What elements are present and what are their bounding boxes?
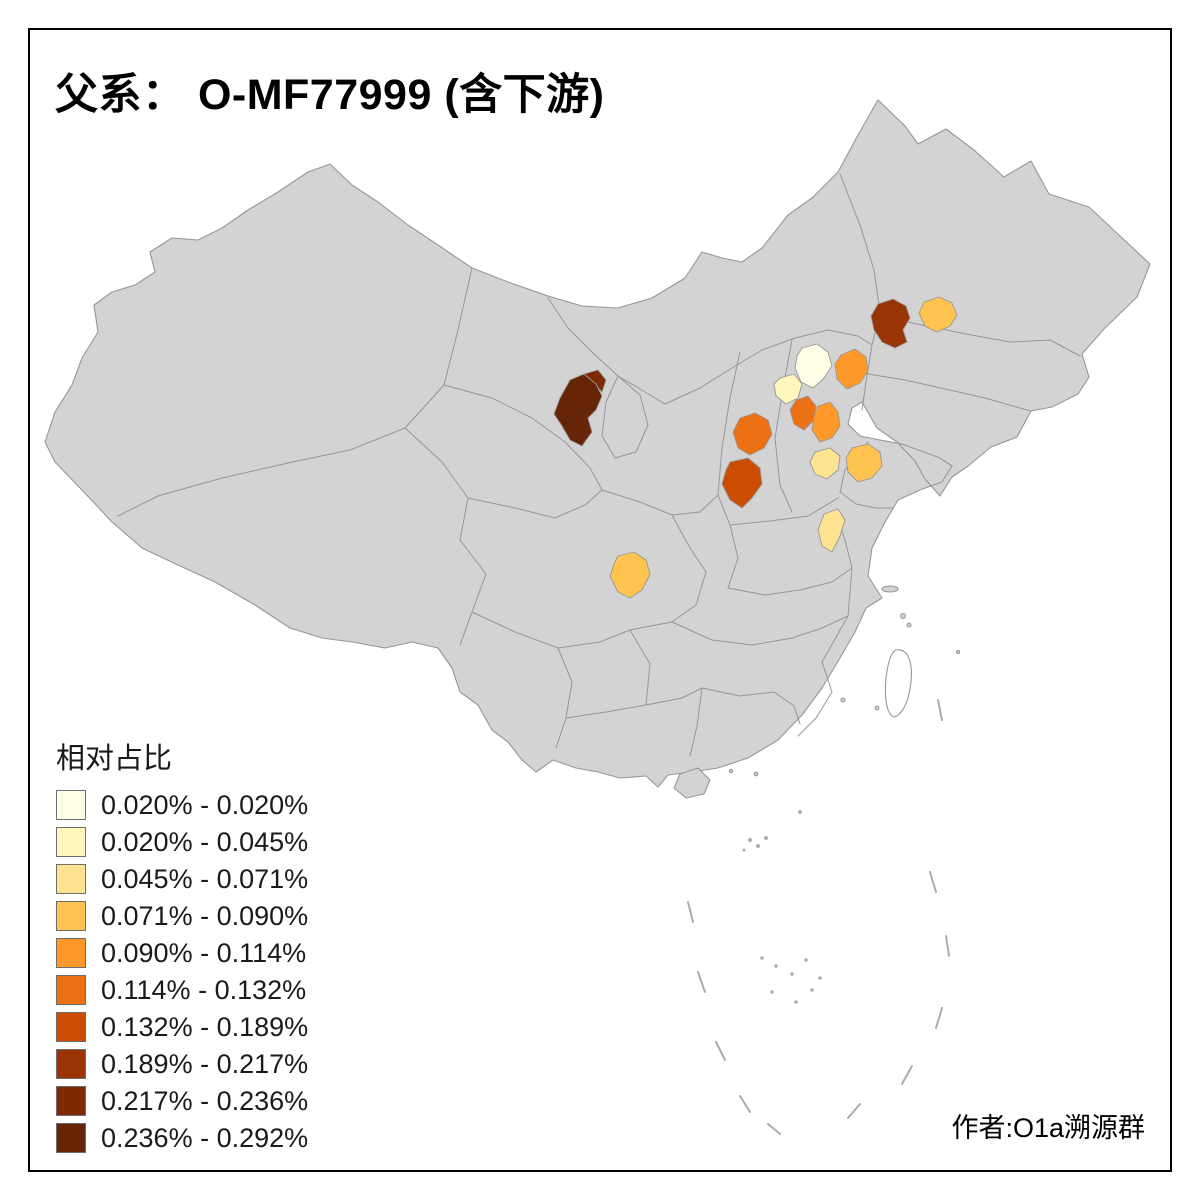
mainland-landmass [44,99,1151,788]
legend-label: 0.071% - 0.090% [101,900,309,931]
map-region-hebei-northeast [834,348,869,390]
legend-label: 0.045% - 0.071% [101,863,309,894]
sea-dash-marks [687,699,950,1135]
map-region-shanxi-central [732,412,773,456]
legend-swatch [56,938,86,968]
map-root [44,99,1151,1135]
page-title: 父系： O-MF77999 (含下游) [55,71,605,119]
legend-swatch [56,901,86,931]
map-region-liaoning-west [870,298,911,349]
map-region-shanxi-south [721,457,763,509]
legend-swatch [56,827,86,857]
legend-item: 0.236% - 0.292% [56,1123,308,1153]
legend: 相对占比 0.020% - 0.020% 0.020% - 0.045% 0.0… [56,735,308,1160]
legend-item: 0.071% - 0.090% [56,901,308,931]
map-region-hebei-west [773,373,803,405]
legend-label: 0.132% - 0.189% [101,1011,309,1042]
legend-swatch [56,1049,86,1079]
map-region-beijing [794,343,833,389]
legend-label: 0.114% - 0.132% [101,974,307,1005]
legend-item: 0.217% - 0.236% [56,1086,308,1116]
legend-item: 0.045% - 0.071% [56,864,308,894]
map-region-jilin-southwest [918,296,958,333]
legend-label: 0.189% - 0.217% [101,1048,309,1079]
legend-swatch [56,790,86,820]
legend-swatch [56,1012,86,1042]
legend-item: 0.090% - 0.114% [56,938,308,968]
legend-item: 0.114% - 0.132% [56,975,308,1005]
legend-label: 0.236% - 0.292% [101,1122,309,1153]
map-region-hebei-south [809,447,841,480]
legend-swatch [56,864,86,894]
legend-item: 0.020% - 0.045% [56,827,308,857]
map-region-hebei-central-west [789,395,817,431]
legend-item: 0.189% - 0.217% [56,1049,308,1079]
map-region-hebei-central [811,401,841,443]
highlighted-regions [553,296,958,599]
attribution: 作者:O1a溯源群 [951,1113,1145,1143]
coastal-islets [728,585,961,777]
legend-item: 0.132% - 0.189% [56,1012,308,1042]
province-borders [117,173,1081,757]
legend-label: 0.020% - 0.020% [101,789,309,820]
map-region-shandong-northwest [845,443,883,483]
legend-label: 0.217% - 0.236% [101,1085,309,1116]
islands [673,585,961,799]
legend-item: 0.020% - 0.020% [56,790,308,820]
map-region-henan-east [817,508,846,553]
legend-swatch [56,1123,86,1153]
legend-label: 0.090% - 0.114% [101,937,307,968]
hainan-island [673,767,711,799]
sea-islet-dots [742,810,822,1004]
legend-swatch [56,975,86,1005]
legend-title: 相对占比 [56,743,173,775]
map-region-gansu-corridor-main [553,373,603,447]
legend-swatch [56,1086,86,1116]
taiwan-island [884,649,912,718]
legend-label: 0.020% - 0.045% [101,826,309,857]
map-region-sichuan-northeast [609,551,651,599]
